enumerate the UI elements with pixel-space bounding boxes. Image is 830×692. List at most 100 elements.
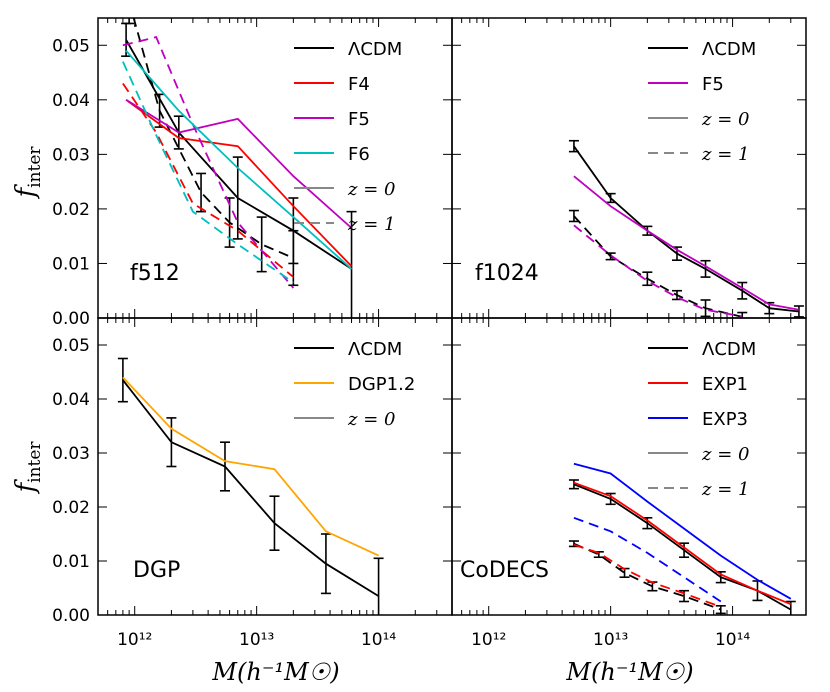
error-bar xyxy=(700,299,711,318)
y-tick-label: 0.04 xyxy=(52,91,90,111)
series-group xyxy=(568,139,804,318)
series-line xyxy=(573,542,722,611)
x-tick-label: 10¹⁴ xyxy=(715,630,750,650)
series-line xyxy=(573,175,800,311)
series-line xyxy=(125,39,352,270)
legend-label: z = 0 xyxy=(347,179,395,200)
error-bar xyxy=(715,605,726,615)
legend-label: F4 xyxy=(348,74,370,95)
y-tick-label: 0.01 xyxy=(52,254,90,274)
legend-label: EXP3 xyxy=(702,409,748,430)
panel-label: f1024 xyxy=(475,261,539,286)
series-line xyxy=(573,224,743,318)
y-axis-label-top: finter xyxy=(11,146,45,200)
axes-frame xyxy=(451,317,807,616)
series-line xyxy=(132,18,294,259)
series-line xyxy=(573,145,799,313)
legend-label: ΛCDM xyxy=(702,39,756,60)
panel-label: f512 xyxy=(130,261,180,286)
error-bar xyxy=(737,281,748,300)
legend-label: F6 xyxy=(348,144,370,165)
y-tick-label: 0.02 xyxy=(52,498,90,518)
legend-label: EXP1 xyxy=(702,374,748,395)
legend-label: z = 0 xyxy=(347,409,395,430)
svg-text:finter: finter xyxy=(11,441,45,495)
legend-label: z = 0 xyxy=(701,444,749,465)
legend: ΛCDM F5 z = 0 z = 1 xyxy=(648,39,756,165)
error-bar xyxy=(269,495,280,552)
x-axis-label-left: M(h⁻¹M☉) xyxy=(211,658,339,686)
error-bar xyxy=(124,18,135,25)
error-bar xyxy=(320,533,331,595)
y-ticks: 0.00 0.01 0.02 0.03 0.04 0.05 xyxy=(52,36,452,329)
y-tick-label: 0.01 xyxy=(52,552,90,572)
error-bar xyxy=(373,557,384,615)
error-bar xyxy=(232,156,243,240)
y-ticks xyxy=(452,44,806,319)
legend-label: z = 0 xyxy=(701,109,749,130)
legend-label: F5 xyxy=(348,109,370,130)
panel-f512: 0.00 0.01 0.02 0.03 0.04 0.05 ΛCDM F4 F5 F6 z = 0 z… xyxy=(52,17,453,329)
x-tick-label: 10¹⁴ xyxy=(361,630,396,650)
series-group xyxy=(568,462,796,615)
panels: 0.00 0.01 0.02 0.03 0.04 0.05 ΛCDM F4 F5 F6 z = 0 z… xyxy=(52,17,807,650)
error-bar xyxy=(793,305,804,318)
x-tick-label: 10¹³ xyxy=(239,630,274,650)
error-bar xyxy=(219,441,230,492)
series-line xyxy=(122,379,380,597)
y-tick-label: 0.05 xyxy=(52,36,90,56)
x-ticks xyxy=(97,318,453,615)
x-tick-label: 10¹² xyxy=(117,630,152,650)
legend: ΛCDM EXP1 EXP3 z = 0 z = 1 xyxy=(648,339,756,500)
legend-label: z = 1 xyxy=(701,479,749,500)
svg-text:finter: finter xyxy=(11,146,45,200)
y-tick-label: 0.00 xyxy=(52,309,90,329)
legend-label: ΛCDM xyxy=(348,39,402,60)
y-tick-label: 0.03 xyxy=(52,145,90,165)
y-tick-label: 0.03 xyxy=(52,444,90,464)
panel-codecs: 10¹² 10¹³ 10¹⁴ ΛCDM EXP1 EXP3 z = 0 z = 1 CoDECS xyxy=(451,317,807,650)
y-tick-label: 0.02 xyxy=(52,200,90,220)
series-group xyxy=(117,357,384,615)
legend-label: F5 xyxy=(702,74,724,95)
y-tick-label: 0.00 xyxy=(52,606,90,626)
series-line xyxy=(125,50,353,270)
series-group xyxy=(121,18,357,318)
error-bar xyxy=(737,311,748,318)
series-line xyxy=(122,82,294,278)
series-line xyxy=(573,462,792,600)
panel-label: CoDECS xyxy=(460,558,549,583)
panel-f1024: ΛCDM F5 z = 0 z = 1 f1024 xyxy=(451,17,807,319)
error-bar xyxy=(642,271,653,287)
error-bar xyxy=(700,259,711,278)
error-bar xyxy=(346,210,357,318)
series-line xyxy=(122,376,379,557)
legend-label: DGP1.2 xyxy=(348,374,415,395)
y-tick-label: 0.05 xyxy=(52,336,90,356)
series-line xyxy=(122,61,294,284)
legend: ΛCDM F4 F5 F6 z = 0 z = 1 xyxy=(294,39,402,235)
legend-label: ΛCDM xyxy=(702,339,756,360)
error-bar xyxy=(256,216,267,273)
y-axis-label-bottom: finter xyxy=(11,441,45,495)
error-bar xyxy=(166,417,177,468)
error-bar xyxy=(679,542,690,559)
x-axis-label-right: M(h⁻¹M☉) xyxy=(565,658,693,686)
series-line xyxy=(122,36,295,289)
error-bar xyxy=(117,357,128,403)
error-bar xyxy=(196,172,207,213)
series-line xyxy=(125,99,353,267)
y-axis-label-sub: inter xyxy=(25,441,45,483)
x-tick-label: 10¹³ xyxy=(593,630,628,650)
series-line xyxy=(573,215,743,318)
legend-label: z = 1 xyxy=(701,144,749,165)
legend-label: z = 1 xyxy=(347,214,395,235)
series-line xyxy=(125,99,353,229)
legend-label: ΛCDM xyxy=(348,339,402,360)
legend: ΛCDM DGP1.2 z = 0 xyxy=(294,339,415,430)
series-line xyxy=(573,481,792,606)
x-tick-label: 10¹² xyxy=(471,630,506,650)
error-bar xyxy=(568,479,579,490)
y-tick-label: 0.04 xyxy=(52,390,90,410)
